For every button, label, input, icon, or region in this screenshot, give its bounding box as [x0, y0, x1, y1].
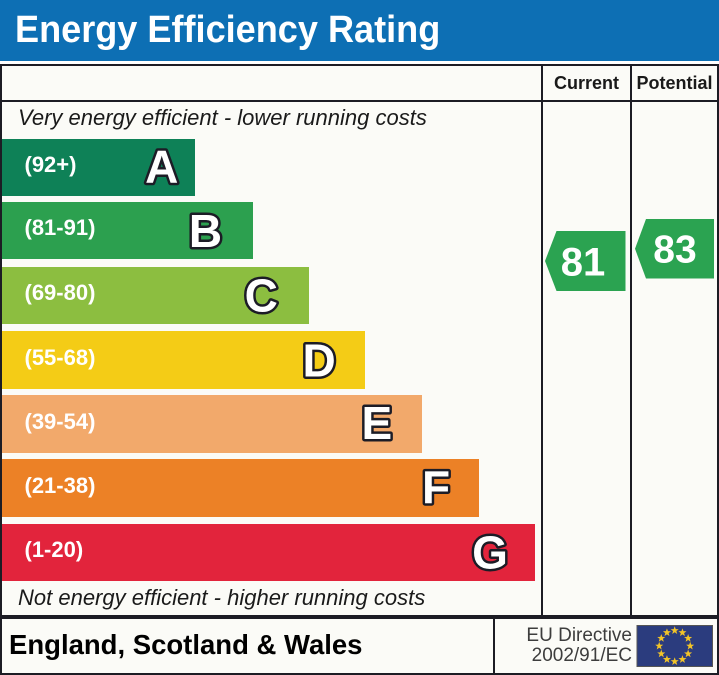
svg-text:B: B [189, 205, 222, 257]
svg-text:D: D [302, 334, 335, 386]
svg-text:81: 81 [561, 241, 606, 285]
svg-text:G: G [472, 527, 508, 579]
svg-text:F: F [422, 461, 450, 513]
svg-text:A: A [145, 141, 178, 193]
svg-text:E: E [362, 397, 393, 449]
svg-text:C: C [245, 269, 278, 321]
svg-text:83: 83 [653, 229, 696, 272]
